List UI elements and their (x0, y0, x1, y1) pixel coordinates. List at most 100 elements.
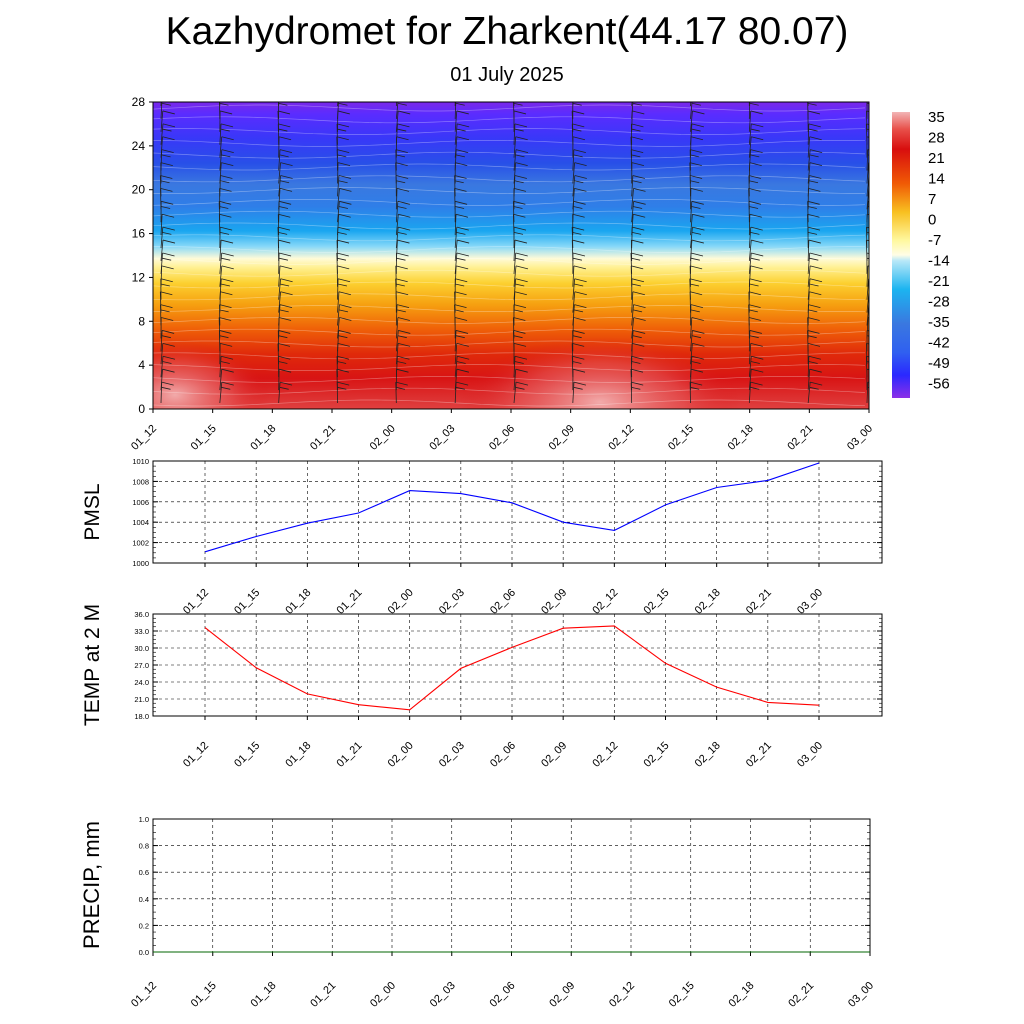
wind-barb (160, 369, 163, 391)
wind-barb (513, 382, 517, 404)
wind-barb-flag (572, 136, 586, 141)
wind-barb (219, 240, 222, 261)
wind-barb (454, 252, 458, 274)
wind-barb-flag (692, 110, 705, 115)
x-tick-label: 01_15 (232, 740, 262, 770)
wind-barb-flag (866, 239, 869, 242)
pmsl-series-line (204, 462, 820, 553)
wind-barb-flag (278, 239, 291, 244)
wind-barb-flag (513, 85, 525, 88)
wind-barb-flag (866, 226, 869, 229)
wind-barb-flag (395, 283, 405, 287)
wind-barb (219, 123, 222, 145)
wind-barb-flag (161, 206, 171, 209)
wind-barb (395, 278, 397, 300)
wind-barb (807, 102, 809, 107)
wind-barb-flag (632, 110, 645, 115)
wind-barb-flag (456, 110, 469, 115)
wind-barb (572, 265, 575, 287)
contour-line (153, 376, 866, 383)
wind-barb-flag (219, 200, 232, 205)
wind-barb-flag (690, 265, 703, 270)
wind-barb-flag (866, 128, 869, 131)
wind-barb-flag (748, 291, 761, 296)
wind-barb-flag (337, 231, 347, 235)
wind-barb-flag (868, 304, 869, 306)
wind-barb (690, 123, 693, 145)
wind-barb (337, 162, 339, 184)
wind-barb (748, 252, 752, 274)
colorbar-label: -7 (928, 232, 941, 249)
wind-barb-flag (513, 231, 524, 235)
wind-barb-flag (221, 149, 234, 154)
contour-line (153, 222, 866, 230)
wind-barb-flag (807, 317, 820, 321)
wind-barb-flag (692, 213, 705, 218)
wind-barb-flag (807, 110, 821, 115)
wind-barb-flag (572, 231, 582, 235)
wind-barb-flag (572, 330, 585, 334)
wind-barb-flag (807, 231, 818, 235)
wind-barb-flag (338, 330, 351, 334)
wind-barb-flag (750, 110, 763, 115)
x-tick-label: 02_15 (642, 740, 672, 770)
wind-barb-flag (219, 330, 232, 334)
wind-barb-flag (162, 239, 176, 244)
wind-barb-flag (162, 98, 174, 101)
wind-barb (807, 356, 810, 378)
wind-barb-flag (631, 123, 644, 128)
wind-barb-flag (278, 123, 291, 128)
wind-barb-flag (807, 213, 820, 218)
wind-barb-flag (395, 265, 408, 270)
wind-barb-flag (513, 110, 527, 115)
wind-barb-flag (572, 213, 585, 218)
contour-line (153, 293, 866, 301)
wind-barb-flag (337, 342, 350, 347)
wind-barb-flag (807, 200, 820, 205)
wind-barb-flag (220, 123, 234, 128)
wind-barb (807, 136, 811, 158)
wind-barb (689, 278, 691, 300)
y-tick-label: 18.0 (134, 712, 149, 721)
y-tick-label: 27.0 (134, 661, 149, 670)
colorbar-label: 28 (928, 130, 945, 147)
wind-barb-flag (339, 98, 351, 101)
contour-line (153, 128, 866, 135)
wind-barb-flag (574, 304, 587, 309)
wind-barb (631, 188, 634, 210)
pmsl-frame (152, 460, 883, 564)
wind-barb-flag (395, 149, 408, 154)
wind-barb (513, 265, 517, 287)
wind-barb (219, 382, 223, 404)
x-tick-label: 03_00 (795, 740, 825, 770)
wind-barb-flag (868, 175, 869, 176)
x-tick-label: 02_18 (726, 423, 756, 453)
wind-barb-flag (455, 206, 465, 209)
contour-line (153, 210, 866, 218)
wind-barb (337, 102, 339, 119)
wind-barb-flag (279, 154, 289, 158)
wind-barb-flag (749, 102, 759, 106)
wind-barb-flag (866, 231, 869, 234)
wind-barb (160, 123, 164, 145)
wind-barb-flag (515, 265, 529, 270)
wind-barb-flag (160, 291, 173, 296)
wind-barb (336, 252, 338, 274)
x-tick-label: 02_09 (547, 980, 577, 1010)
x-tick-label: 01_21 (335, 587, 365, 617)
wind-barb (807, 330, 809, 352)
x-tick-label: 01_21 (335, 740, 365, 770)
x-tick-label: 01_12 (129, 423, 159, 453)
x-tick-label: 02_18 (727, 980, 757, 1010)
wind-barb (748, 304, 750, 326)
wind-barb-flag (809, 154, 819, 158)
wind-barb-flag (748, 180, 759, 184)
wind-barb-flag (515, 149, 529, 154)
wind-barb-flag (219, 317, 232, 321)
wind-barb-flag (338, 309, 349, 313)
wind-barb-flag (690, 381, 703, 386)
wind-barb-flag (221, 162, 234, 166)
wind-barb-flag (278, 128, 288, 132)
wind-barb-flag (572, 355, 585, 360)
wind-barb (218, 201, 221, 223)
